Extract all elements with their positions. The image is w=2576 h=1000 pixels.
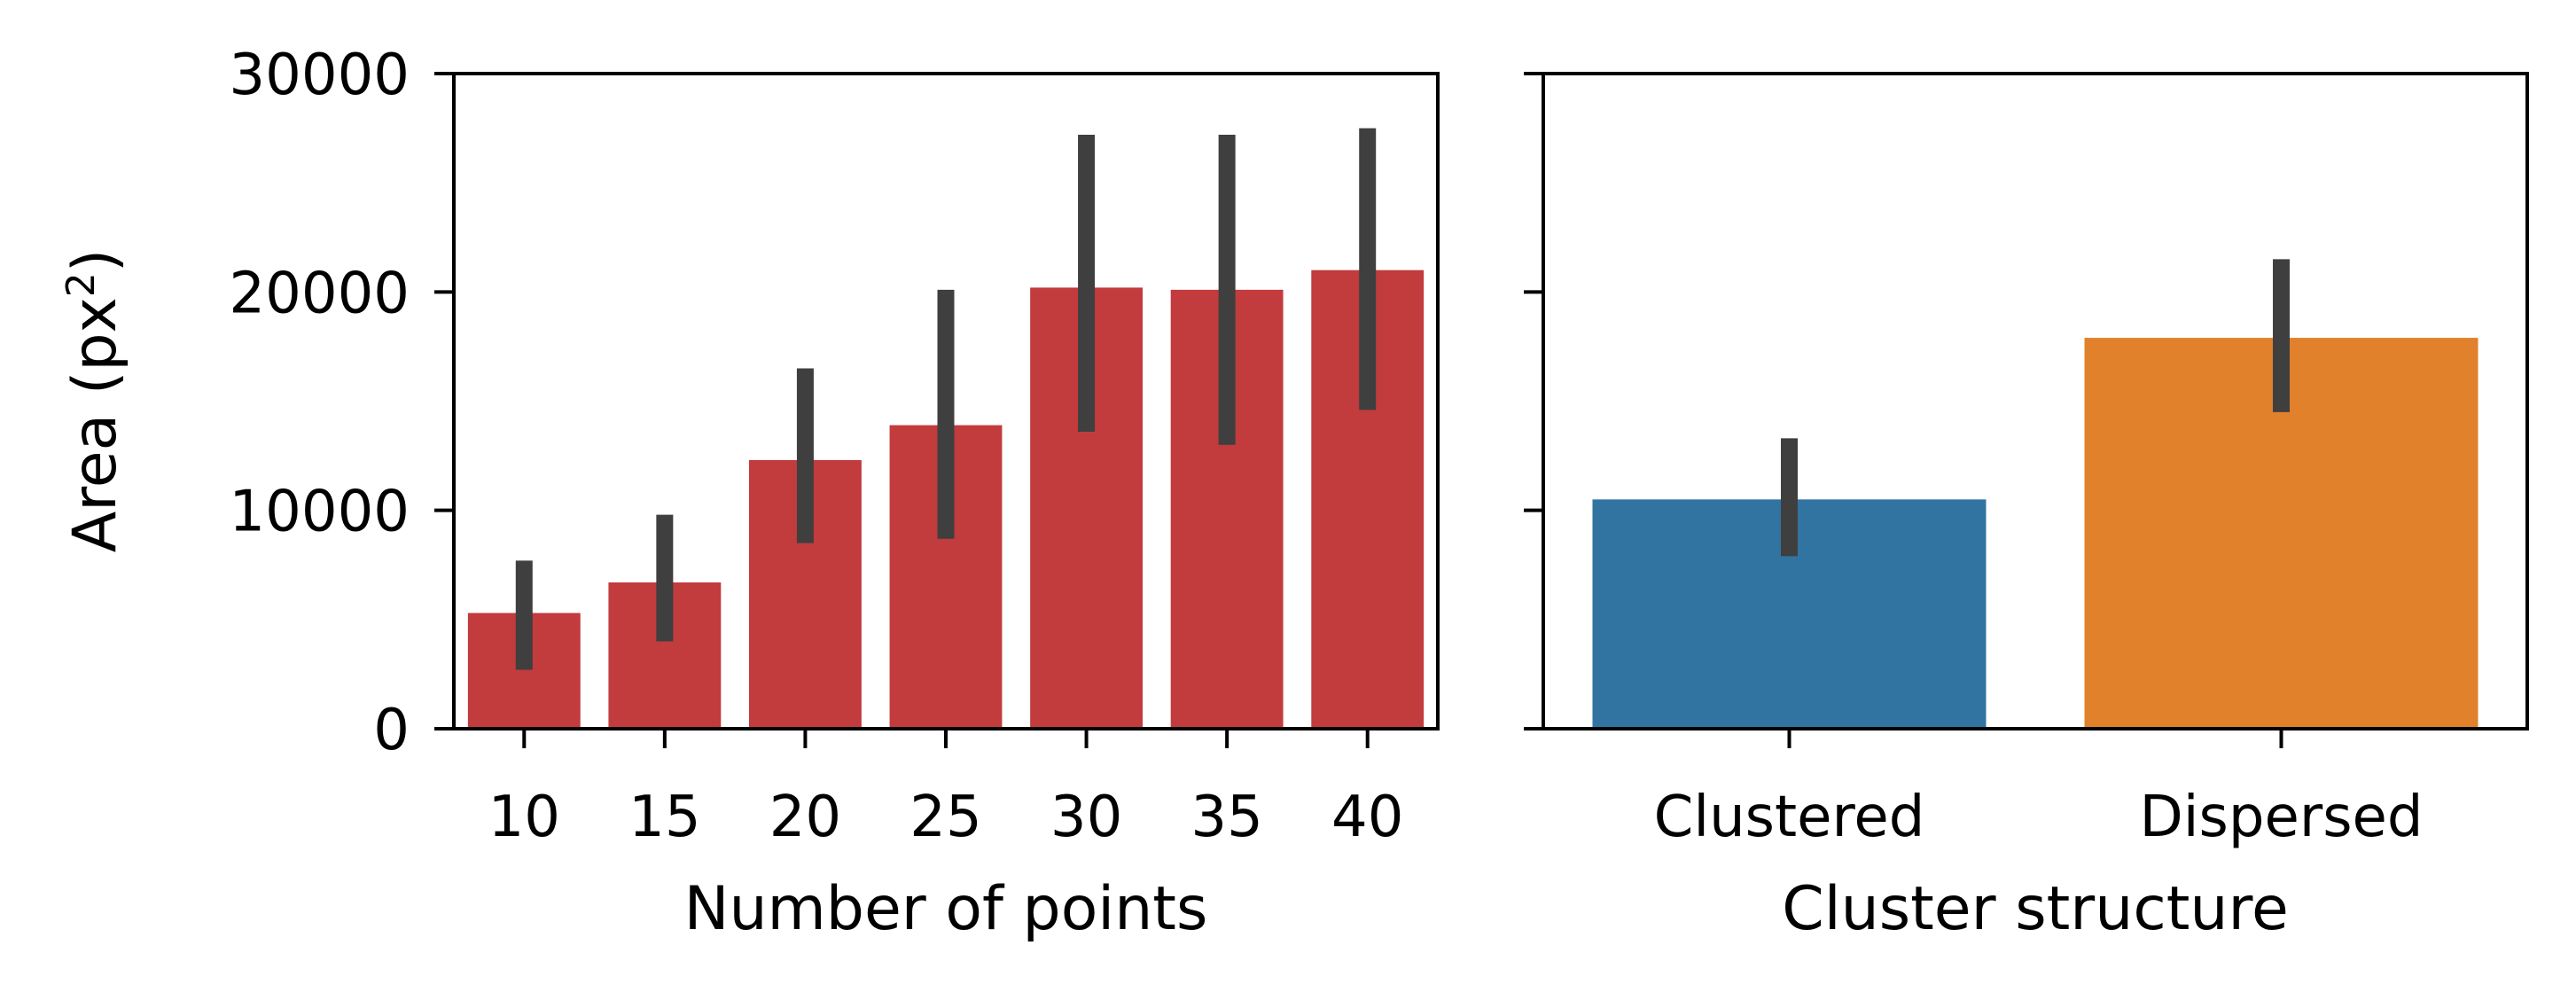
left-y-ticks: 0 10000 20000 30000 [229, 43, 454, 763]
right-bars [1592, 338, 2478, 729]
left-x-tick-label: 30 [1050, 785, 1122, 850]
y-axis-label: Area (px2) [59, 249, 130, 553]
left-x-tick-label: 15 [628, 785, 700, 850]
y-tick-label: 0 [373, 698, 410, 763]
left-x-tick-label: 10 [488, 785, 560, 850]
left-x-tick-label: 40 [1331, 785, 1403, 850]
panel-cluster-structure: Clustered Dispersed Cluster structure [1524, 72, 2529, 944]
panel-number-of-points: 0 10000 20000 30000 10 15 20 25 30 35 40 Number o… [59, 43, 1440, 944]
right-x-axis-label: Cluster structure [1782, 874, 2289, 944]
left-x-tick-label: 20 [769, 785, 841, 850]
y-tick-label: 10000 [229, 480, 410, 545]
right-x-ticks: Clustered Dispersed [1654, 729, 2424, 850]
right-axes-frame [1542, 72, 2529, 730]
left-x-ticks: 10 15 20 25 30 35 40 [488, 729, 1403, 850]
right-y-ticks [1524, 72, 1543, 730]
right-x-tick-label: Dispersed [2139, 785, 2423, 850]
right-error-bars [1781, 259, 2290, 557]
right-x-tick-label: Clustered [1654, 785, 1925, 850]
y-tick-label: 20000 [229, 261, 410, 326]
left-x-tick-label: 35 [1190, 785, 1262, 850]
left-error-bars [515, 128, 1377, 670]
y-tick-label: 30000 [229, 43, 410, 108]
left-x-tick-label: 25 [909, 785, 981, 850]
left-x-axis-label: Number of points [684, 874, 1208, 944]
